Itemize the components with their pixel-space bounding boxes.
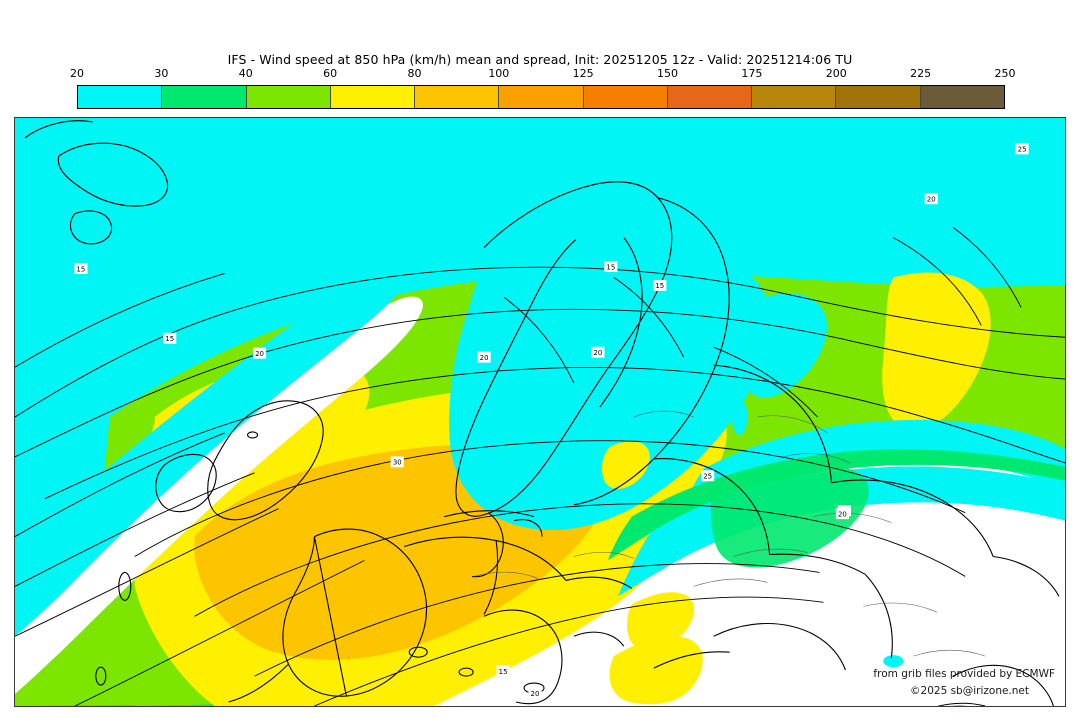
colorbar-tick: 100 bbox=[488, 67, 510, 80]
contour-label: 20 bbox=[593, 349, 602, 357]
map-canvas[interactable]: 152020201515302525202515202015 from grib… bbox=[14, 117, 1066, 707]
colorbar-segment bbox=[330, 86, 416, 108]
contour-label-bg bbox=[653, 279, 667, 291]
colorbar-tick: 40 bbox=[238, 67, 253, 80]
colorbar-segment bbox=[78, 86, 163, 108]
contour-label-bg bbox=[1015, 143, 1029, 155]
filled-contours bbox=[15, 118, 1065, 706]
colorbar-tick-labels: 20 30 40 60 80 100 125 150 175 200 225 250 bbox=[70, 67, 1016, 83]
colorbar-tick: 225 bbox=[910, 67, 932, 80]
contour-label-bg bbox=[701, 470, 715, 482]
coastlines bbox=[24, 120, 1060, 706]
contour-label-bg bbox=[496, 665, 510, 677]
colorbar-tick: 150 bbox=[657, 67, 679, 80]
colorbar: 20 30 40 60 80 100 125 150 175 200 225 250 bbox=[70, 67, 1016, 109]
contour-label-bg bbox=[390, 456, 404, 468]
contour-lines bbox=[15, 227, 1065, 706]
contour-labels: 152020201515302525202515202015 bbox=[74, 143, 1029, 699]
colorbar-tick: 80 bbox=[407, 67, 422, 80]
contour-label: 30 bbox=[393, 459, 402, 467]
contour-label: 15 bbox=[655, 282, 664, 290]
contour-label-bg bbox=[604, 261, 618, 272]
colorbar-segment bbox=[752, 86, 837, 108]
colorbar-segment bbox=[499, 86, 584, 108]
contour-label: 15 bbox=[499, 668, 508, 676]
contour-label-bg bbox=[835, 508, 850, 520]
wind-speed-contour-map: 152020201515302525202515202015 bbox=[15, 118, 1065, 706]
colorbar-tick: 60 bbox=[323, 67, 338, 80]
colorbar-tick: 20 bbox=[70, 67, 84, 80]
colorbar-segment bbox=[246, 86, 331, 108]
colorbar-segment bbox=[836, 86, 921, 108]
contour-label-bg bbox=[74, 263, 88, 274]
contour-label-bg bbox=[163, 332, 177, 344]
colorbar-tick: 125 bbox=[572, 67, 594, 80]
contour-label: 20 bbox=[838, 510, 847, 518]
colorbar-segment bbox=[415, 86, 500, 108]
colorbar-gradient bbox=[77, 85, 1005, 109]
colorbar-segment bbox=[667, 86, 753, 108]
colorbar-tick: 200 bbox=[825, 67, 847, 80]
contour-label-bg bbox=[528, 687, 542, 699]
colorbar-segment bbox=[162, 86, 247, 108]
colorbar-tick: 30 bbox=[154, 67, 169, 80]
colorbar-segment bbox=[583, 86, 668, 108]
contour-label: 20 bbox=[927, 196, 936, 204]
colorbar-tick: 250 bbox=[994, 67, 1016, 80]
colorbar-segment bbox=[920, 86, 1004, 108]
contour-label-bg bbox=[477, 351, 491, 363]
contour-label-bg bbox=[924, 193, 938, 205]
contour-label: 15 bbox=[76, 265, 85, 273]
contour-label: 15 bbox=[165, 335, 174, 343]
contour-label: 20 bbox=[255, 350, 264, 358]
contour-label-bg bbox=[591, 346, 605, 358]
page-title: IFS - Wind speed at 850 hPa (km/h) mean … bbox=[227, 52, 853, 67]
contour-label: 25 bbox=[1018, 146, 1027, 154]
contour-label: 20 bbox=[531, 690, 540, 698]
contour-label-bg bbox=[252, 347, 267, 359]
contour-label: 15 bbox=[606, 263, 615, 271]
contour-label: 20 bbox=[480, 354, 489, 362]
contour-label: 25 bbox=[703, 473, 712, 481]
colorbar-tick: 175 bbox=[741, 67, 763, 80]
